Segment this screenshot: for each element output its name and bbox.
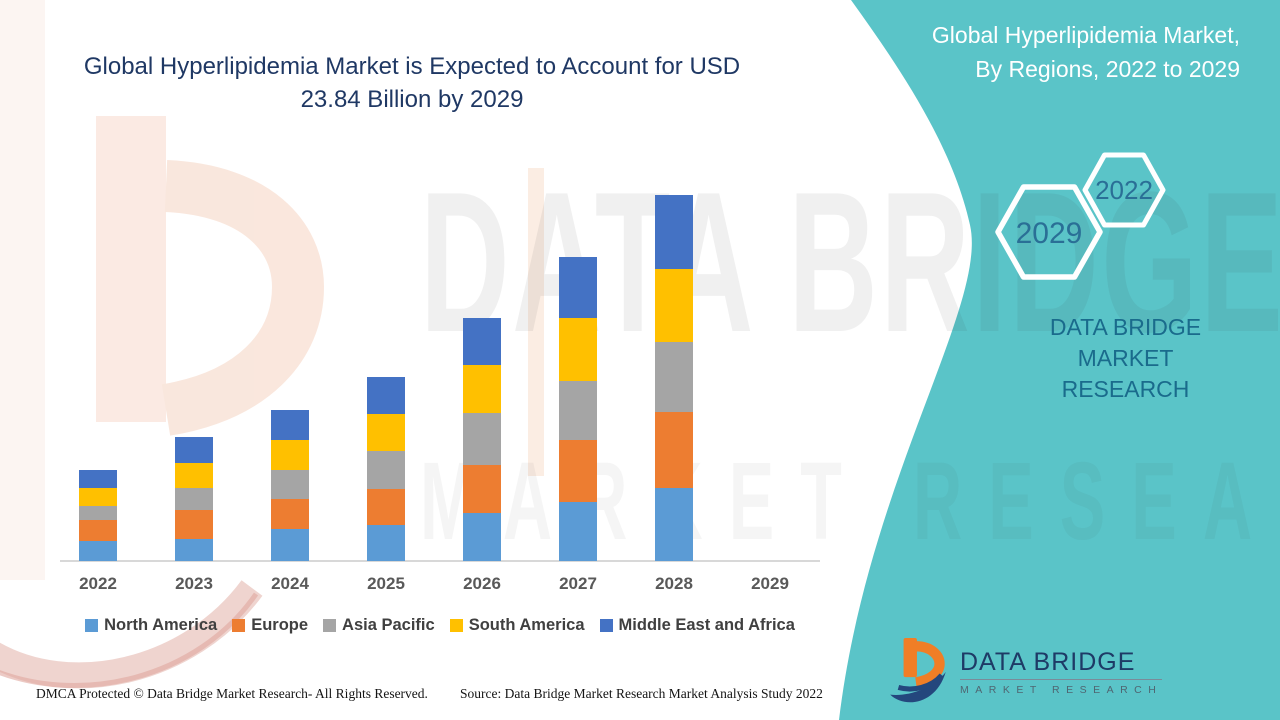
bar-segment-south-america-2024: [271, 440, 309, 470]
bar-segment-south-america-2027: [559, 318, 597, 381]
x-axis-line: [60, 560, 820, 562]
bar-segment-middle-east-and-africa-2025: [367, 377, 405, 414]
bar-segment-middle-east-and-africa-2024: [271, 410, 309, 440]
logo-b-icon: [890, 638, 946, 703]
bar-segment-north-america-2025: [367, 525, 405, 561]
chart-title-line2: 23.84 Billion by 2029: [300, 86, 524, 113]
bar-segment-asia-pacific-2023: [175, 488, 213, 510]
bar-segment-south-america-2025: [367, 414, 405, 451]
bar-segment-asia-pacific-2026: [463, 413, 501, 465]
legend-marker: [85, 619, 99, 632]
bar-segment-europe-2026: [463, 465, 501, 513]
legend-item-middle-east-and-africa: Middle East and Africa: [599, 616, 795, 635]
legend-label: Europe: [251, 616, 309, 634]
bar-segment-asia-pacific-2027: [559, 381, 597, 440]
bar-segment-north-america-2028: [655, 488, 693, 561]
legend-item-south-america: South America: [449, 616, 585, 635]
x-axis-label-2023: 2023: [175, 574, 213, 593]
red-swoosh-watermark: [0, 580, 263, 689]
x-axis-label-2024: 2024: [271, 574, 309, 593]
legend-marker: [599, 619, 613, 632]
bar-segment-north-america-2026: [463, 513, 501, 561]
logo-title: DATA BRIDGE: [960, 648, 1163, 680]
source-note: Source: Data Bridge Market Research Mark…: [460, 686, 823, 701]
bar-segment-asia-pacific-2025: [367, 451, 405, 489]
bar-segment-europe-2022: [79, 520, 117, 541]
hexagon-2022: [1082, 152, 1166, 228]
brand-caption: DATA BRIDGE MARKET RESEARCH: [1003, 312, 1248, 405]
x-axis-label-2028: 2028: [655, 574, 693, 593]
bar-segment-middle-east-and-africa-2028: [655, 195, 693, 269]
brand-caption-line1: DATA BRIDGE MARKET: [1049, 314, 1202, 371]
hexagon-2029-label: 2029: [1016, 217, 1083, 250]
x-axis-labels: 2022 2023 2024 2025 2026 2027 2028 2029: [60, 574, 820, 598]
legend-marker: [232, 619, 246, 632]
chart-legend: North America Europe Asia Pacific South Ame…: [60, 616, 820, 635]
hexagon-2022-label: 2022: [1095, 175, 1153, 205]
panel-heading-line2: By Regions, 2022 to 2029: [975, 56, 1240, 82]
bar-segment-europe-2025: [367, 489, 405, 525]
legend-item-north-america: North America: [85, 616, 217, 635]
bar-segment-middle-east-and-africa-2026: [463, 318, 501, 365]
x-axis-label-2025: 2025: [367, 574, 405, 593]
chart-title: Global Hyperlipidemia Market is Expected…: [0, 50, 824, 116]
teal-panel-shape: [839, 0, 1280, 720]
bar-segment-south-america-2022: [79, 488, 117, 506]
logo-text: DATA BRIDGE MARKET RESEARCH: [960, 648, 1163, 696]
legend-label: Middle East and Africa: [618, 616, 795, 634]
x-axis-label-2026: 2026: [463, 574, 501, 593]
x-axis-label-2027: 2027: [559, 574, 597, 593]
chart-title-line1: Global Hyperlipidemia Market is Expected…: [83, 53, 741, 80]
bar-segment-asia-pacific-2028: [655, 342, 693, 412]
bar-segment-north-america-2027: [559, 502, 597, 561]
bar-segment-europe-2027: [559, 440, 597, 502]
legend-marker: [323, 619, 337, 632]
bar-segment-europe-2028: [655, 412, 693, 488]
legend-label: Asia Pacific: [342, 616, 435, 634]
peach-b-watermark: [96, 116, 544, 476]
x-axis-label-2029: 2029: [751, 574, 789, 593]
bar-segment-north-america-2024: [271, 529, 309, 561]
legend-label: South America: [468, 616, 585, 634]
bar-segment-south-america-2026: [463, 365, 501, 413]
bar-segment-north-america-2022: [79, 541, 117, 561]
pink-edge-wash: [0, 0, 45, 580]
brand-caption-line2: RESEARCH: [1061, 376, 1190, 402]
bar-segment-europe-2024: [271, 499, 309, 529]
panel-heading-line1: Global Hyperlipidemia Market,: [931, 22, 1240, 48]
legend-item-europe: Europe: [232, 616, 308, 635]
hexagon-2029: [995, 184, 1103, 280]
bar-segment-europe-2023: [175, 510, 213, 539]
bar-segment-middle-east-and-africa-2023: [175, 437, 213, 463]
bar-segment-middle-east-and-africa-2027: [559, 257, 597, 318]
logo-subtitle: MARKET RESEARCH: [960, 684, 1163, 696]
bar-segment-north-america-2023: [175, 539, 213, 561]
x-axis-label-2022: 2022: [79, 574, 117, 593]
stacked-bar-plot: [60, 170, 820, 562]
bar-segment-south-america-2028: [655, 269, 693, 342]
bar-segment-asia-pacific-2022: [79, 506, 117, 520]
bar-segment-asia-pacific-2024: [271, 470, 309, 499]
legend-marker: [449, 619, 463, 632]
databridge-logo: DATA BRIDGE MARKET RESEARCH: [888, 636, 1163, 708]
dmca-notice: DMCA Protected © Data Bridge Market Rese…: [36, 686, 428, 701]
legend-item-asia-pacific: Asia Pacific: [323, 616, 435, 635]
bar-segment-south-america-2023: [175, 463, 213, 488]
legend-label: North America: [104, 616, 218, 634]
year-hexagons: 2029 2022: [995, 152, 1166, 280]
panel-heading: Global Hyperlipidemia Market, By Regions…: [820, 18, 1240, 86]
bar-segment-middle-east-and-africa-2022: [79, 470, 117, 488]
